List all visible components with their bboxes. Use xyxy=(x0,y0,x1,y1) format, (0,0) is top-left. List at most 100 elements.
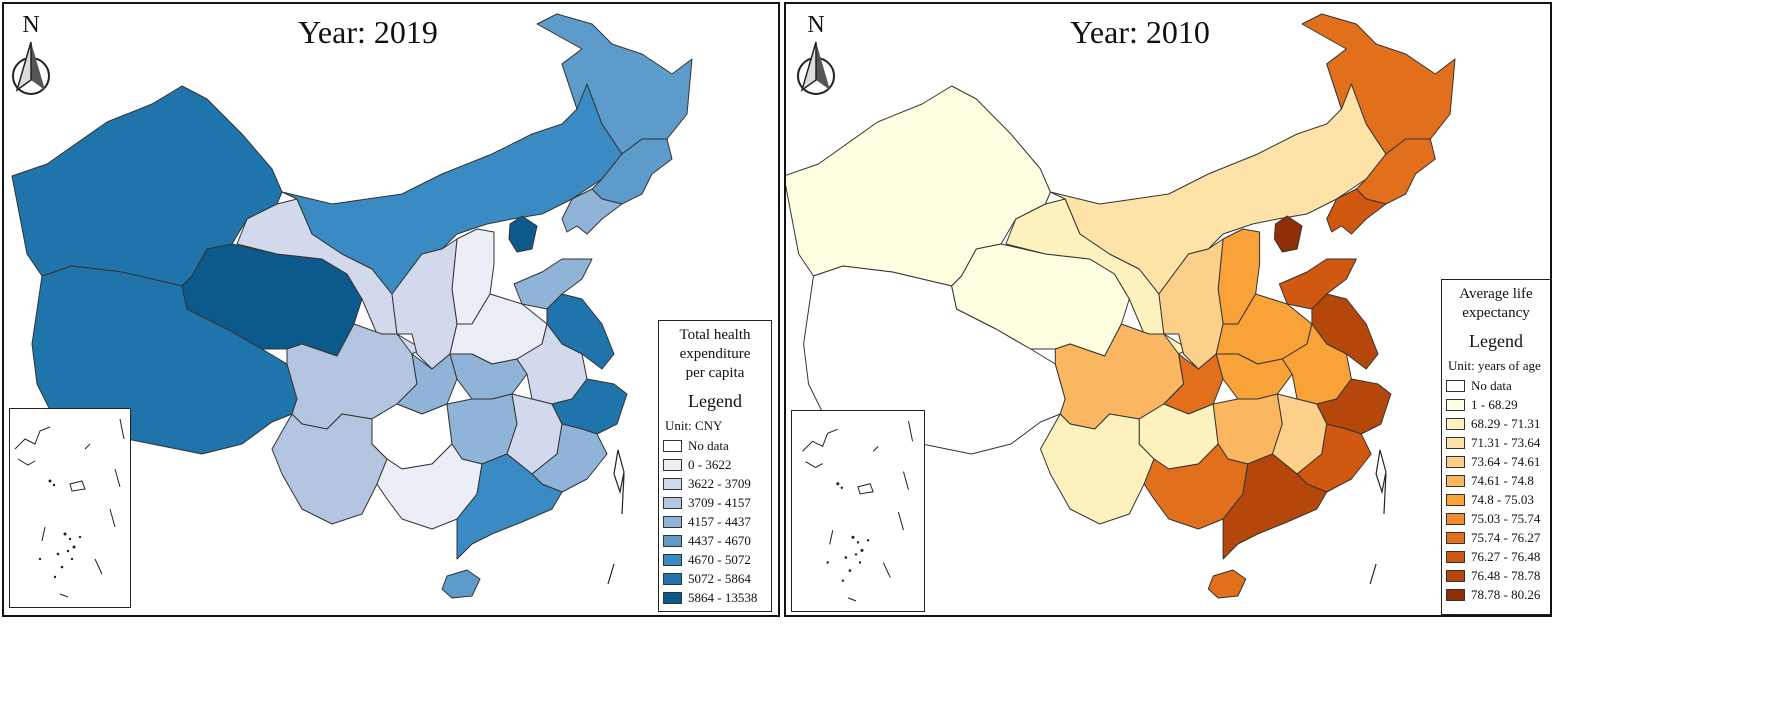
legend-swatch xyxy=(663,439,682,452)
island-inset-icon xyxy=(14,418,125,598)
province-jilin xyxy=(591,138,673,205)
map-panel-2019: Year: 2019 N xyxy=(2,2,780,617)
legend-label: No data xyxy=(1471,377,1512,393)
legend-item: 73.64 - 74.61 xyxy=(1446,452,1550,471)
legend-label: 75.74 - 76.27 xyxy=(1471,529,1541,545)
legend-title: Total health expenditure per capita xyxy=(659,321,771,383)
legend-title: Average life expectancy xyxy=(1442,280,1550,323)
legend-label: 76.48 - 78.78 xyxy=(1471,567,1541,583)
legend-items: No data 0 - 3622 3622 - 3709 3709 - 4157 415… xyxy=(659,436,771,607)
legend-items: No data 1 - 68.29 68.29 - 71.31 71.31 - 73.… xyxy=(1442,376,1550,604)
choropleth-map-2010 xyxy=(786,13,1456,599)
legend-label: 68.29 - 71.31 xyxy=(1471,415,1541,431)
legend-swatch xyxy=(1446,474,1465,487)
legend-unit: Unit: years of age xyxy=(1448,358,1541,373)
legend-swatch xyxy=(1446,569,1465,582)
legend-title-line: per capita xyxy=(685,365,745,381)
province-innermongolia xyxy=(1049,48,1387,295)
legend-label: 4670 - 5072 xyxy=(688,551,751,567)
legend-heading: Legend xyxy=(688,391,742,411)
legend-item: 5072 - 5864 xyxy=(663,569,771,588)
map-title: Year: 2010 xyxy=(1070,14,1210,50)
legend-title-line: expectancy xyxy=(1462,305,1530,321)
legend-swatch xyxy=(663,591,682,604)
province-qinghai xyxy=(951,243,1130,357)
island-inset-icon xyxy=(802,421,914,602)
legend-swatch xyxy=(1446,398,1465,411)
province-hainan xyxy=(1207,569,1247,599)
choropleth-map-2019 xyxy=(11,13,693,599)
legend-title-line: Average life xyxy=(1459,286,1533,302)
legend-label: 0 - 3622 xyxy=(688,456,732,472)
south-china-sea-inset xyxy=(9,408,131,608)
legend-swatch xyxy=(1446,493,1465,506)
province-hubei xyxy=(1215,353,1293,400)
legend-label: 3622 - 3709 xyxy=(688,475,751,491)
legend-item: 3622 - 3709 xyxy=(663,474,771,493)
legend-swatch xyxy=(663,458,682,471)
province-qinghai xyxy=(181,243,363,357)
province-guangdong xyxy=(1222,453,1328,560)
province-heilongjiang xyxy=(1301,13,1456,155)
legend-title-line: expenditure xyxy=(679,346,751,362)
north-arrow-icon xyxy=(797,41,835,95)
north-label: N xyxy=(22,12,40,38)
province-hubei xyxy=(449,353,528,400)
legend-item: 76.27 - 76.48 xyxy=(1446,547,1550,566)
province-beijing xyxy=(1273,215,1303,253)
legend-item: No data xyxy=(1446,376,1550,395)
province-liaoning xyxy=(1326,188,1387,235)
province-guangdong xyxy=(456,453,563,560)
province-yunnan xyxy=(1039,413,1155,525)
legend-label: 75.03 - 75.74 xyxy=(1471,510,1541,526)
province-liaoning xyxy=(561,188,623,235)
legend-label: 71.31 - 73.64 xyxy=(1471,434,1541,450)
legend: Total health expenditure per capita Lege… xyxy=(658,320,772,612)
province-jilin xyxy=(1355,138,1436,205)
legend-label: 4437 - 4670 xyxy=(688,532,751,548)
legend-item: 4670 - 5072 xyxy=(663,550,771,569)
legend-item: 74.8 - 75.03 xyxy=(1446,490,1550,509)
south-china-sea-inset xyxy=(791,410,925,612)
legend-title-line: Total health xyxy=(679,327,751,343)
legend-label: 4157 - 4437 xyxy=(688,513,751,529)
legend-item: 75.03 - 75.74 xyxy=(1446,509,1550,528)
legend-swatch xyxy=(1446,436,1465,449)
legend-item: 76.48 - 78.78 xyxy=(1446,566,1550,585)
legend-swatch xyxy=(663,496,682,509)
legend-swatch xyxy=(663,477,682,490)
legend-label: 76.27 - 76.48 xyxy=(1471,548,1541,564)
map-panel-2010: Year: 2010 N xyxy=(784,2,1552,617)
province-yunnan xyxy=(271,413,388,525)
legend-swatch xyxy=(663,515,682,528)
legend-unit: Unit: CNY xyxy=(665,418,723,433)
legend-swatch xyxy=(663,572,682,585)
province-heilongjiang xyxy=(536,13,693,155)
north-arrow-icon xyxy=(12,41,50,95)
legend-item: 4437 - 4670 xyxy=(663,531,771,550)
legend-label: 3709 - 4157 xyxy=(688,494,751,510)
province-innermongolia xyxy=(281,48,623,295)
legend-item: 1 - 68.29 xyxy=(1446,395,1550,414)
legend-swatch xyxy=(1446,379,1465,392)
legend-label: 73.64 - 74.61 xyxy=(1471,453,1541,469)
legend-swatch xyxy=(1446,531,1465,544)
province-shandong xyxy=(1278,258,1357,310)
legend-item: 78.78 - 80.26 xyxy=(1446,585,1550,604)
province-shandong xyxy=(513,258,593,310)
legend: Average life expectancy Legend Unit: yea… xyxy=(1441,279,1550,615)
legend-item: 5864 - 13538 xyxy=(663,588,771,607)
legend-label: 5072 - 5864 xyxy=(688,570,751,586)
legend-swatch xyxy=(1446,588,1465,601)
legend-item: 68.29 - 71.31 xyxy=(1446,414,1550,433)
north-arrow: N xyxy=(794,12,838,96)
north-arrow: N xyxy=(9,12,53,96)
legend-item: No data xyxy=(663,436,771,455)
province-beijing xyxy=(508,215,538,253)
legend-item: 75.74 - 76.27 xyxy=(1446,528,1550,547)
legend-item: 0 - 3622 xyxy=(663,455,771,474)
north-label: N xyxy=(807,12,825,38)
legend-label: 74.61 - 74.8 xyxy=(1471,472,1534,488)
legend-label: 5864 - 13538 xyxy=(688,589,758,605)
legend-swatch xyxy=(1446,455,1465,468)
